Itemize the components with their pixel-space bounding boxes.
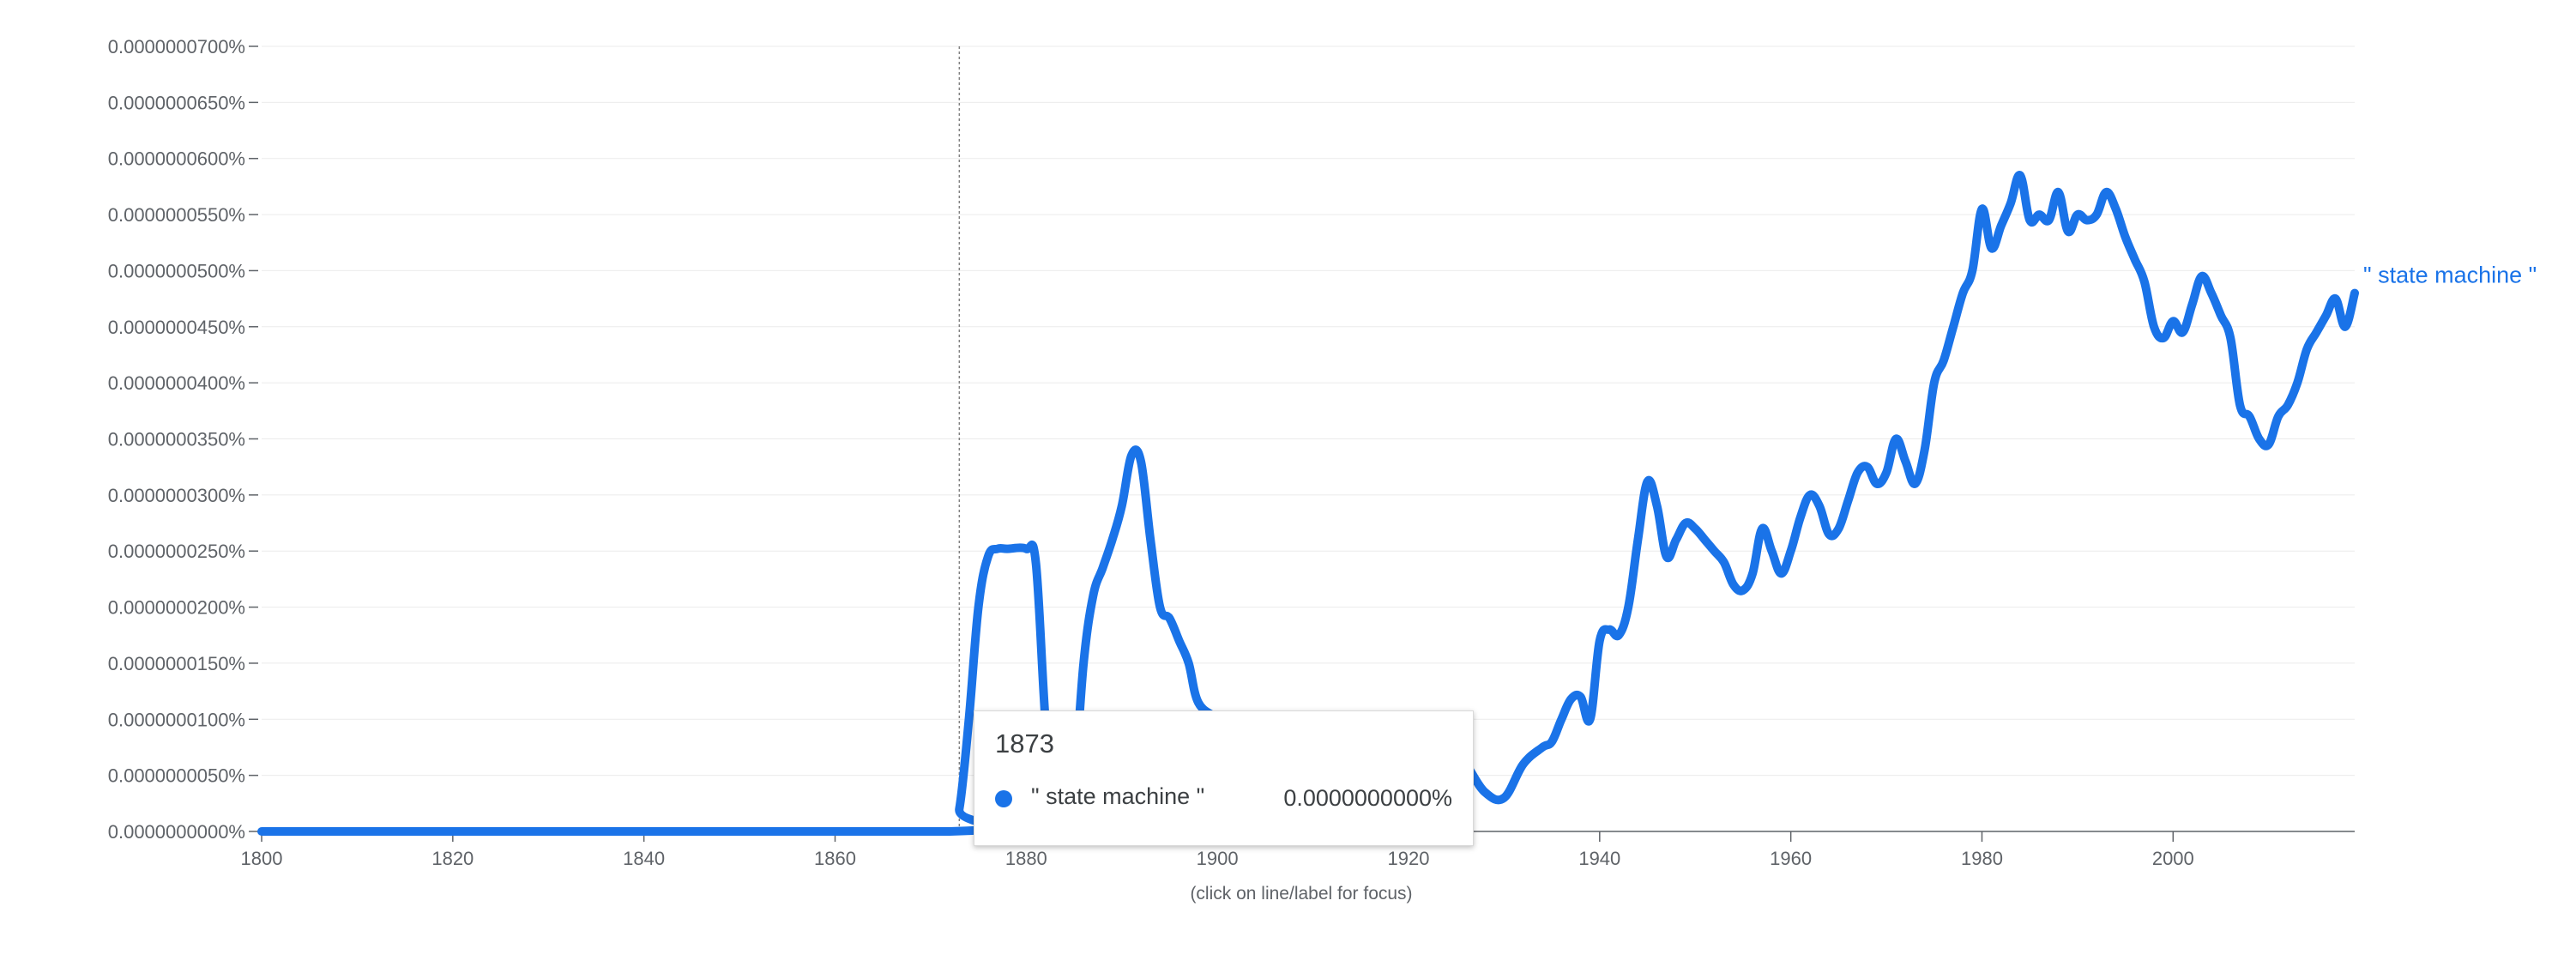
x-tick-label: 1980 [1961, 848, 2003, 869]
x-tick-label: 1860 [814, 848, 856, 869]
focus-hint: (click on line/label for focus) [1190, 884, 1412, 904]
x-tick-label: 1940 [1578, 848, 1620, 869]
y-tick-label: 0.0000000150% [108, 653, 245, 674]
y-tick-label: 0.0000000000% [108, 821, 245, 843]
x-tick-label: 1920 [1388, 848, 1430, 869]
x-tick-label: 1840 [623, 848, 665, 869]
tooltip-value: 0.0000000000% [1283, 785, 1452, 811]
y-tick-label: 0.0000000250% [108, 541, 245, 562]
gridlines [262, 45, 2355, 777]
x-tick-label: 1800 [241, 848, 283, 869]
y-tick-label: 0.0000000650% [108, 92, 245, 113]
series-end-label[interactable]: " state machine " [2363, 263, 2537, 288]
y-tick-label: 0.0000000300% [108, 485, 245, 506]
tooltip-series-dot [995, 790, 1012, 807]
y-axis: 0.0000000000% 0.0000000050% 0.0000000100% 0… [108, 36, 258, 843]
y-tick-label: 0.0000000700% [108, 36, 245, 57]
x-tick-label: 1820 [431, 848, 474, 869]
y-tick-label: 0.0000000550% [108, 204, 245, 226]
x-tick-label: 1960 [1770, 848, 1812, 869]
tooltip-year: 1873 [995, 728, 1054, 759]
y-tick-label: 0.0000000600% [108, 148, 245, 170]
series-group[interactable]: " state machine " [257, 171, 2537, 837]
y-tick-label: 0.0000000500% [108, 260, 245, 281]
y-tick-label: 0.0000000100% [108, 709, 245, 730]
hover-tooltip: 1873 " state machine " 0.0000000000% [974, 710, 1474, 846]
y-tick-label: 0.0000000050% [108, 765, 245, 787]
y-tick-label: 0.0000000400% [108, 372, 245, 394]
y-tick-label: 0.0000000200% [108, 597, 245, 619]
x-tick-label: 2000 [2152, 848, 2194, 869]
x-tick-label: 1880 [1005, 848, 1047, 869]
tooltip-series-name: " state machine " [1031, 783, 1205, 809]
x-tick-label: 1900 [1197, 848, 1239, 869]
y-tick-label: 0.0000000450% [108, 317, 245, 338]
y-tick-label: 0.0000000350% [108, 429, 245, 450]
series-line[interactable] [257, 171, 2359, 837]
